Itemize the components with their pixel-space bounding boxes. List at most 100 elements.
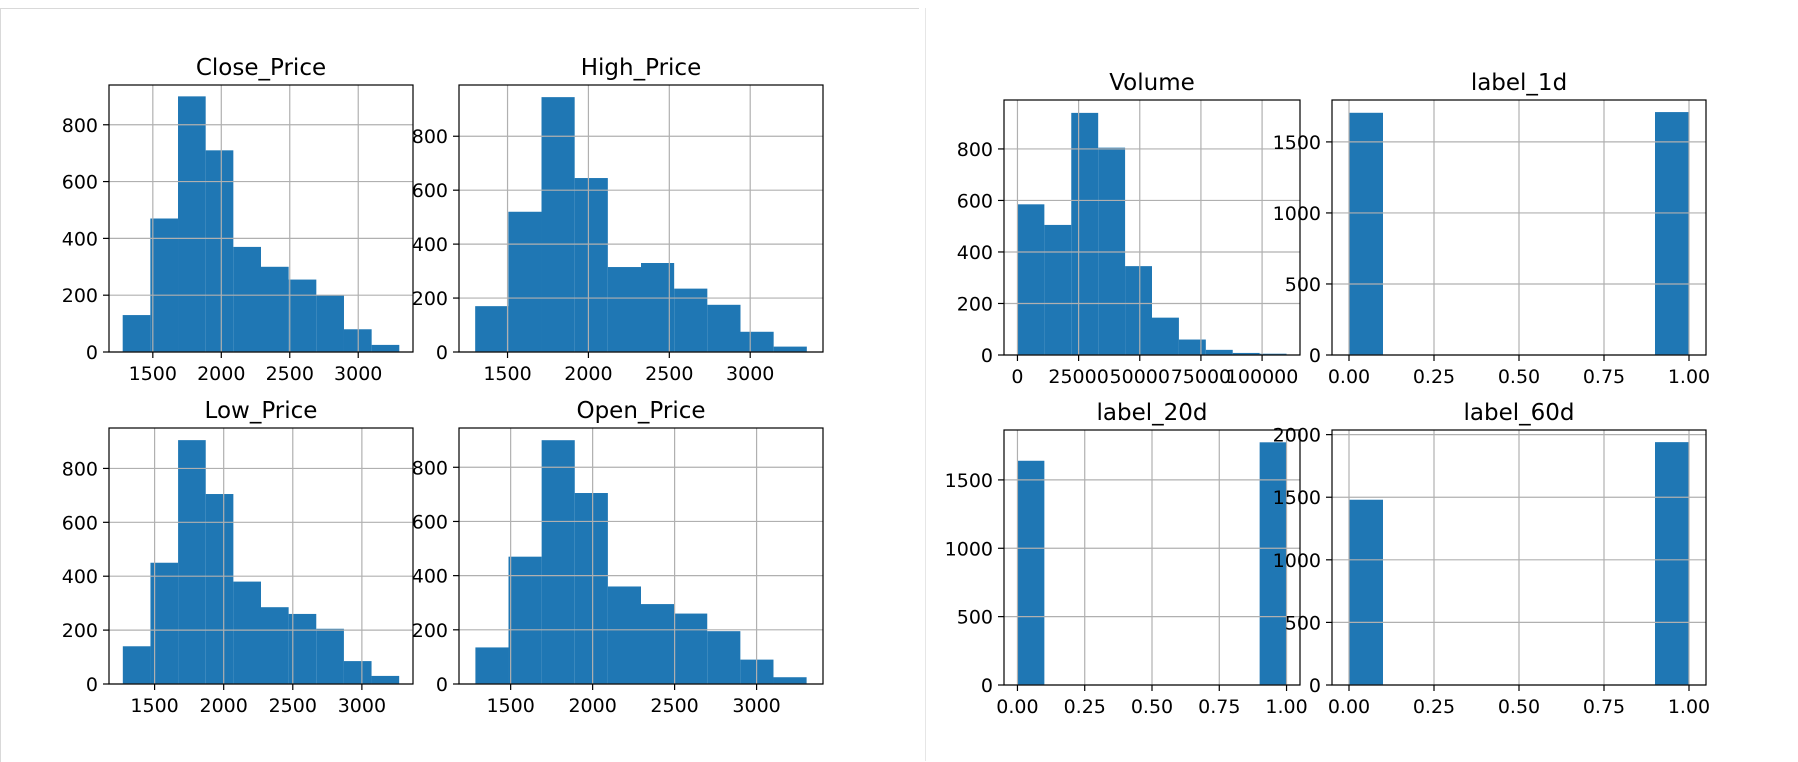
histogram-bar bbox=[541, 97, 575, 353]
y-tick-label: 400 bbox=[957, 242, 993, 264]
axes-frame bbox=[1003, 99, 1301, 356]
histogram-bar bbox=[1349, 499, 1383, 685]
subplot-label-60d: 0.00 0.25 0.50 0.75 1.00 0 500 1000 1500 2000 labe… bbox=[1273, 400, 1711, 718]
y-tick-label: 600 bbox=[412, 180, 448, 202]
y-tick-label: 600 bbox=[957, 190, 993, 212]
y-tick-label: 500 bbox=[1285, 612, 1321, 634]
histogram-bar bbox=[261, 607, 289, 684]
histogram-bar bbox=[122, 646, 151, 684]
x-tick-label: 2000 bbox=[200, 695, 248, 717]
subplot-low-price: 1500 2000 2500 3000 0 200 400 600 800 Low_Price bbox=[62, 398, 414, 717]
subplot-open-price: 1500 2000 2500 3000 0 200 400 600 800 Open_Price bbox=[412, 398, 824, 717]
axes-frame bbox=[458, 427, 824, 685]
histogram-bar bbox=[371, 344, 400, 352]
histogram-bar bbox=[343, 661, 372, 684]
histogram-bar bbox=[371, 675, 400, 684]
y-tick-label: 200 bbox=[62, 285, 98, 307]
y-tick-label: 1500 bbox=[1273, 132, 1321, 154]
x-tick-label: 1500 bbox=[486, 695, 534, 717]
histogram-bar bbox=[475, 306, 509, 352]
histogram-bar bbox=[1098, 147, 1126, 355]
histogram-bar bbox=[1232, 352, 1260, 355]
histogram-bar bbox=[233, 581, 261, 684]
x-tick-label: 0.75 bbox=[1583, 696, 1625, 718]
y-tick-label: 400 bbox=[412, 566, 448, 588]
axes-frame bbox=[108, 427, 414, 685]
histogram-bar bbox=[316, 295, 344, 352]
x-tick-label: 0.25 bbox=[1064, 696, 1106, 718]
histogram-bar bbox=[773, 346, 807, 352]
x-tick-label: 75000 bbox=[1171, 366, 1231, 388]
y-tick-label: 200 bbox=[412, 288, 448, 310]
histogram-bar bbox=[641, 604, 675, 684]
histogram-bar bbox=[178, 96, 206, 353]
y-tick-label: 800 bbox=[62, 458, 98, 480]
x-tick-label: 0.25 bbox=[1413, 696, 1455, 718]
x-tick-label: 2500 bbox=[645, 363, 693, 385]
x-tick-label: 0.75 bbox=[1583, 366, 1625, 388]
y-tick-label: 1000 bbox=[1273, 550, 1321, 572]
subplot-title: Low_Price bbox=[205, 398, 318, 424]
x-tick-label: 2500 bbox=[269, 695, 317, 717]
y-tick-label: 500 bbox=[1285, 274, 1321, 296]
x-tick-label: 0.50 bbox=[1498, 366, 1540, 388]
histogram-bar bbox=[1655, 112, 1689, 355]
subplot-title: label_20d bbox=[1097, 400, 1208, 426]
x-tick-label: 1.00 bbox=[1265, 696, 1307, 718]
histogram-bar bbox=[1017, 460, 1045, 685]
histogram-bar bbox=[773, 677, 807, 684]
x-tick-label: 3000 bbox=[726, 363, 774, 385]
y-tick-label: 500 bbox=[957, 607, 993, 629]
x-tick-label: 0 bbox=[1011, 366, 1023, 388]
subplot-title: label_1d bbox=[1471, 70, 1567, 96]
histogram-bar bbox=[674, 613, 708, 684]
histogram-bar bbox=[178, 440, 206, 684]
y-tick-label: 600 bbox=[62, 172, 98, 194]
histogram-bar bbox=[707, 304, 741, 352]
y-tick-label: 1500 bbox=[945, 470, 993, 492]
histogram-bar bbox=[1259, 353, 1287, 355]
y-tick-label: 1000 bbox=[945, 538, 993, 560]
histogram-bar bbox=[1655, 442, 1689, 685]
histogram-bar bbox=[674, 288, 708, 352]
histogram-bar bbox=[740, 331, 774, 352]
y-tick-label: 400 bbox=[62, 566, 98, 588]
histogram-bar bbox=[641, 263, 675, 352]
histogram-bar bbox=[607, 586, 641, 684]
y-tick-label: 400 bbox=[412, 234, 448, 256]
histogram-bar bbox=[316, 628, 344, 684]
histogram-bar bbox=[233, 246, 261, 352]
subplot-title: High_Price bbox=[581, 55, 701, 81]
y-tick-label: 0 bbox=[436, 674, 448, 696]
y-tick-label: 800 bbox=[412, 126, 448, 148]
x-tick-label: 0.00 bbox=[1328, 366, 1370, 388]
y-tick-label: 800 bbox=[412, 457, 448, 479]
histogram-bar bbox=[122, 315, 151, 352]
histogram-bar bbox=[261, 266, 289, 352]
y-tick-label: 0 bbox=[1309, 675, 1321, 697]
subplot-title: Close_Price bbox=[196, 55, 326, 81]
histogram-bar bbox=[574, 178, 608, 352]
axes-frame bbox=[458, 84, 824, 353]
x-tick-label: 0.25 bbox=[1413, 366, 1455, 388]
x-tick-label: 50000 bbox=[1110, 366, 1170, 388]
y-tick-label: 0 bbox=[86, 342, 98, 364]
histogram-bar bbox=[1017, 204, 1045, 355]
x-tick-label: 0.75 bbox=[1198, 696, 1240, 718]
histogram-bar bbox=[150, 218, 179, 352]
x-tick-label: 2000 bbox=[564, 363, 612, 385]
x-tick-label: 1500 bbox=[129, 363, 177, 385]
x-tick-label: 2500 bbox=[650, 695, 698, 717]
histogram-bar bbox=[707, 631, 741, 684]
histogram-bar bbox=[1071, 112, 1099, 355]
subplot-high-price: 1500 2000 2500 3000 0 200 400 600 800 High_Price bbox=[412, 55, 824, 385]
histogram-bar bbox=[1044, 224, 1072, 355]
subplot-title: label_60d bbox=[1464, 400, 1575, 426]
histogram-bar bbox=[1178, 339, 1206, 355]
y-tick-label: 800 bbox=[957, 139, 993, 161]
histogram-bar bbox=[1349, 112, 1383, 355]
histogram-bar bbox=[607, 267, 641, 352]
x-tick-label: 2500 bbox=[266, 363, 314, 385]
